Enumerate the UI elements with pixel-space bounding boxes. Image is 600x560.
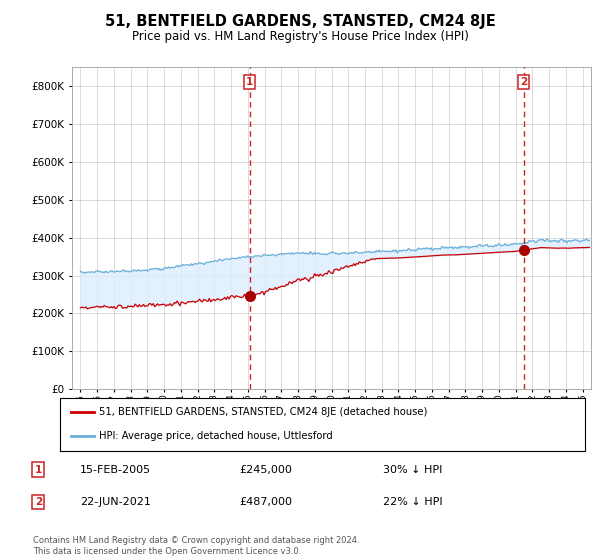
Text: 1: 1: [246, 77, 253, 87]
Text: 22% ↓ HPI: 22% ↓ HPI: [383, 497, 443, 507]
Text: Contains HM Land Registry data © Crown copyright and database right 2024.
This d: Contains HM Land Registry data © Crown c…: [33, 536, 359, 556]
Text: 51, BENTFIELD GARDENS, STANSTED, CM24 8JE (detached house): 51, BENTFIELD GARDENS, STANSTED, CM24 8J…: [100, 407, 428, 417]
Text: £487,000: £487,000: [240, 497, 293, 507]
Text: 15-FEB-2005: 15-FEB-2005: [80, 465, 151, 475]
Text: HPI: Average price, detached house, Uttlesford: HPI: Average price, detached house, Uttl…: [100, 431, 333, 441]
Text: 51, BENTFIELD GARDENS, STANSTED, CM24 8JE: 51, BENTFIELD GARDENS, STANSTED, CM24 8J…: [104, 14, 496, 29]
Text: £245,000: £245,000: [240, 465, 293, 475]
Text: 22-JUN-2021: 22-JUN-2021: [80, 497, 151, 507]
Text: Price paid vs. HM Land Registry's House Price Index (HPI): Price paid vs. HM Land Registry's House …: [131, 30, 469, 43]
FancyBboxPatch shape: [60, 398, 585, 451]
Text: 2: 2: [520, 77, 527, 87]
Text: 1: 1: [35, 465, 42, 475]
Text: 30% ↓ HPI: 30% ↓ HPI: [383, 465, 443, 475]
Text: 2: 2: [35, 497, 42, 507]
